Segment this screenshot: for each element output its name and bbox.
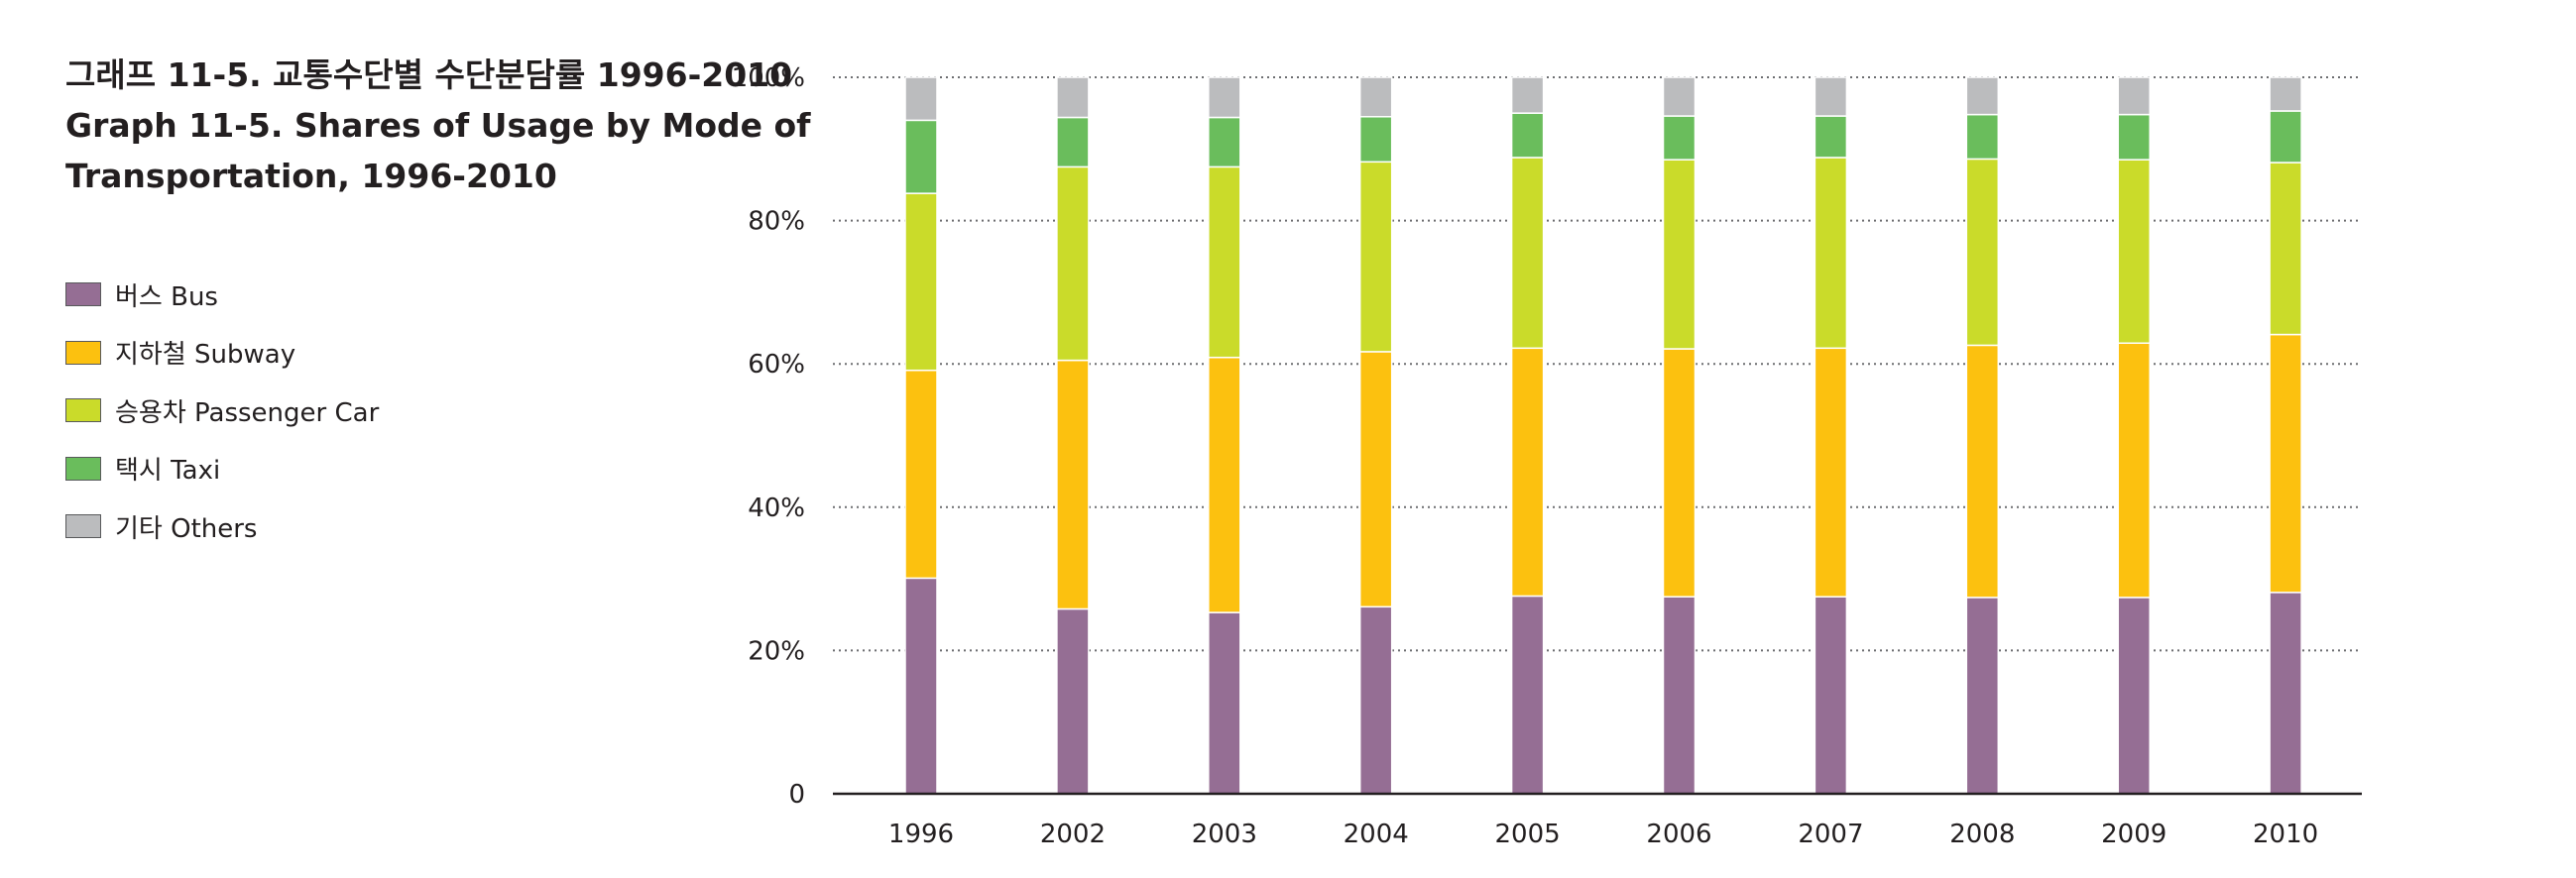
chart-title: 그래프 11-5. 교통수단별 수단분담률 1996-2010 Graph 11… xyxy=(65,50,811,201)
bar-segment-2008-1 xyxy=(1965,344,2000,599)
x-tick-label-2004: 2004 xyxy=(1344,820,1409,849)
bar-segment-2009-3 xyxy=(2117,113,2151,161)
bar-segment-2006-1 xyxy=(1662,348,1697,598)
bar-segment-1996-4 xyxy=(904,76,938,122)
title-korean: 그래프 11-5. 교통수단별 수단분담률 1996-2010 xyxy=(65,55,793,94)
legend-swatch-others xyxy=(65,514,101,539)
bar-segment-2005-4 xyxy=(1510,76,1545,114)
legend: 버스 Bus 지하철 Subway 승용차 Passenger Car 택시 T… xyxy=(65,266,379,556)
bar-segment-2007-0 xyxy=(1814,596,1848,795)
y-tick-label-0: 0 xyxy=(788,780,805,810)
legend-label-bus: 버스 Bus xyxy=(115,281,218,312)
bar-segment-2003-2 xyxy=(1208,165,1241,359)
bar-segment-2005-0 xyxy=(1510,595,1545,795)
x-tick-label-2005: 2005 xyxy=(1495,820,1561,849)
y-tick-label-20: 20% xyxy=(748,636,805,666)
bar-segment-2007-1 xyxy=(1814,347,1848,598)
bar-segment-2009-4 xyxy=(2117,76,2151,116)
bar-segment-2009-2 xyxy=(2117,159,2151,344)
bar-segment-2010-2 xyxy=(2269,162,2302,336)
bar-segment-1996-3 xyxy=(904,119,938,194)
bar-segment-2006-3 xyxy=(1662,115,1697,161)
bar-segment-2004-0 xyxy=(1358,605,1393,795)
legend-item-others: 기타 Others xyxy=(65,497,379,556)
x-tick-label-2009: 2009 xyxy=(2101,820,2166,849)
legend-label-taxi: 택시 Taxi xyxy=(115,456,221,487)
bar-segment-2002-0 xyxy=(1056,607,1090,795)
bar-segment-2002-3 xyxy=(1056,116,1090,168)
x-tick-label-2010: 2010 xyxy=(2253,820,2318,849)
bar-segment-2003-1 xyxy=(1208,356,1241,613)
bar-segment-2003-3 xyxy=(1208,116,1241,168)
bar-segment-1996-1 xyxy=(904,369,938,580)
bar-segment-2007-3 xyxy=(1814,115,1848,159)
y-tick-label-60: 60% xyxy=(748,350,805,380)
legend-label-passenger-car: 승용차 Passenger Car xyxy=(115,397,380,428)
legend-label-subway: 지하철 Subway xyxy=(115,340,296,371)
bar-segment-2009-1 xyxy=(2117,342,2151,599)
bar-segment-2007-4 xyxy=(1814,76,1848,117)
bar-segment-2010-1 xyxy=(2269,333,2302,594)
bar-segment-2005-1 xyxy=(1510,347,1545,598)
bar-segment-2010-4 xyxy=(2269,76,2302,112)
legend-swatch-bus xyxy=(65,282,101,307)
bar-segment-2005-2 xyxy=(1510,157,1545,350)
bar-segment-2008-2 xyxy=(1965,158,2000,347)
bar-segment-2004-2 xyxy=(1358,161,1393,353)
bar-segment-2010-3 xyxy=(2269,110,2302,164)
bar-segment-2002-2 xyxy=(1056,165,1090,362)
legend-label-others: 기타 Others xyxy=(115,513,258,544)
bar-segment-2010-0 xyxy=(2269,592,2302,795)
legend-item-bus: 버스 Bus xyxy=(65,266,379,324)
bar-segment-2006-4 xyxy=(1662,76,1697,117)
legend-swatch-subway xyxy=(65,340,101,365)
bar-segment-1996-2 xyxy=(904,192,938,372)
bar-segment-2003-0 xyxy=(1208,611,1241,795)
bar-segment-1996-0 xyxy=(904,577,938,795)
bar-segment-2009-0 xyxy=(2117,597,2151,795)
y-tick-label-80: 80% xyxy=(748,207,805,237)
bar-segment-2007-2 xyxy=(1814,157,1848,350)
bar-segment-2008-4 xyxy=(1965,76,2000,116)
title-english-line1: Graph 11-5. Shares of Usage by Mode of xyxy=(65,106,811,145)
bar-segment-2005-3 xyxy=(1510,112,1545,159)
bar-segment-2006-0 xyxy=(1662,596,1697,795)
legend-item-subway: 지하철 Subway xyxy=(65,324,379,383)
bar-segment-2004-1 xyxy=(1358,351,1393,608)
x-tick-label-2008: 2008 xyxy=(1949,820,2015,849)
x-tick-label-2007: 2007 xyxy=(1798,820,1863,849)
bar-segment-2008-0 xyxy=(1965,597,2000,795)
bar-segment-2002-4 xyxy=(1056,76,1090,119)
x-tick-label-2006: 2006 xyxy=(1646,820,1711,849)
bar-segment-2002-1 xyxy=(1056,359,1090,610)
legend-swatch-taxi xyxy=(65,456,101,481)
x-tick-label-2002: 2002 xyxy=(1040,820,1106,849)
bar-segment-2008-3 xyxy=(1965,113,2000,161)
bar-segment-2006-2 xyxy=(1662,159,1697,350)
legend-swatch-passenger-car xyxy=(65,398,101,423)
bar-segment-2004-3 xyxy=(1358,116,1393,164)
legend-item-taxi: 택시 Taxi xyxy=(65,440,379,498)
y-tick-label-40: 40% xyxy=(748,494,805,523)
title-english-line2: Transportation, 1996-2010 xyxy=(65,157,557,195)
y-tick-label-100: 100% xyxy=(732,63,805,93)
legend-item-passenger-car: 승용차 Passenger Car xyxy=(65,382,379,440)
x-tick-label-2003: 2003 xyxy=(1192,820,1257,849)
bar-segment-2004-4 xyxy=(1358,76,1393,118)
bar-segment-2003-4 xyxy=(1208,76,1241,119)
x-tick-label-1996: 1996 xyxy=(888,820,954,849)
